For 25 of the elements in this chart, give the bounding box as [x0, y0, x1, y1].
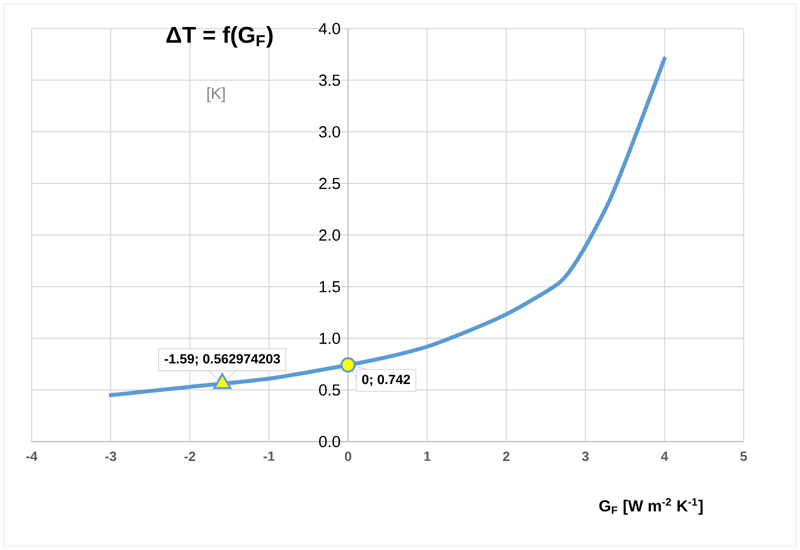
annotation: -1.59; 0.562974203	[164, 354, 280, 366]
x-tick-label: 1	[424, 452, 431, 461]
x-tick-label: -2	[184, 452, 196, 461]
x-tick-label: 0	[344, 452, 352, 462]
y-tick-label: 3.0	[319, 126, 340, 138]
y-tick-label: 0.0	[319, 436, 340, 448]
x-tick-label: 2	[503, 452, 510, 461]
line-series	[108, 56, 667, 398]
x-tick-label: -4	[26, 452, 38, 461]
y-tick-label: 1.0	[320, 332, 340, 344]
annotation: 0; 0.742	[362, 374, 410, 386]
x-tick-label: -1	[264, 452, 275, 461]
y-axis-title: [K]	[207, 87, 225, 102]
y-tick-label: 4.0	[318, 22, 340, 34]
x-tick-label: -3	[105, 452, 116, 462]
y-tick-label: 0.5	[319, 384, 340, 396]
x-tick-label: 3	[582, 452, 589, 462]
y-tick-label: 3.5	[319, 74, 340, 86]
x-tick-label: 5	[740, 452, 747, 461]
y-tick-label: 2.5	[319, 178, 340, 190]
x-axis-title: G$_{F}$ [W m$^{-2}$ K$^{-1}$]	[599, 498, 703, 515]
x-tick-label: 4	[661, 452, 668, 461]
y-tick-label: 1.5	[320, 281, 340, 292]
chart-title: ΔT = f(G$_{F}$)	[166, 26, 273, 48]
y-tick-label: 2.0	[319, 229, 340, 241]
